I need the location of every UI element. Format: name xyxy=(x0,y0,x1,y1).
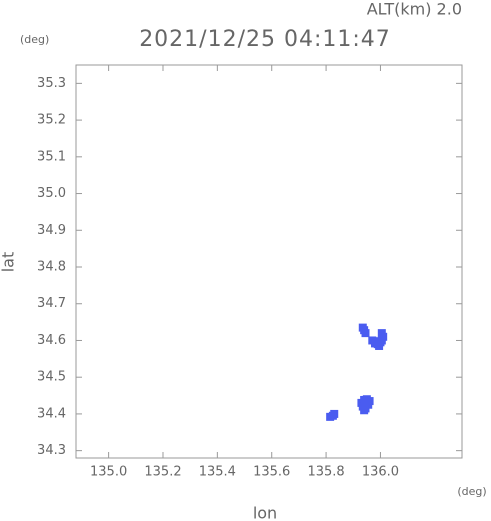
y-tick-label: 34.3 xyxy=(37,443,66,458)
chart-title: 2021/12/25 04:11:47 xyxy=(139,27,391,52)
echo-point xyxy=(360,406,369,415)
x-tick-label: 135.6 xyxy=(253,465,290,480)
y-axis-label: lat xyxy=(0,252,18,273)
y-tick-label: 34.9 xyxy=(37,223,66,238)
x-tick-label: 135.2 xyxy=(144,465,181,480)
x-tick-label: 135.0 xyxy=(90,465,127,480)
y-unit: (deg) xyxy=(20,33,49,46)
echo-point xyxy=(375,341,384,350)
echo-point xyxy=(372,337,381,346)
x-tick-label: 135.4 xyxy=(199,465,236,480)
echo-point xyxy=(362,398,371,407)
y-tick-label: 34.5 xyxy=(37,370,66,385)
x-tick-label: 135.8 xyxy=(307,465,344,480)
x-unit: (deg) xyxy=(457,485,486,498)
y-tick-label: 34.4 xyxy=(37,406,66,421)
y-tick-label: 34.7 xyxy=(37,296,66,311)
echo-point xyxy=(377,329,386,338)
echo-point xyxy=(330,409,339,418)
y-tick-label: 34.6 xyxy=(37,333,66,348)
y-tick-label: 35.3 xyxy=(37,76,66,91)
x-tick-label: 136.0 xyxy=(362,465,399,480)
y-tick-label: 35.2 xyxy=(37,113,66,128)
plot-frame xyxy=(75,64,463,459)
echo-point xyxy=(361,329,370,338)
x-axis-label: lon xyxy=(253,504,277,521)
y-tick-label: 34.8 xyxy=(37,260,66,275)
y-tick-label: 35.1 xyxy=(37,149,66,164)
y-tick-label: 35.0 xyxy=(37,186,66,201)
altitude: ALT(km) 2.0 xyxy=(367,0,462,19)
